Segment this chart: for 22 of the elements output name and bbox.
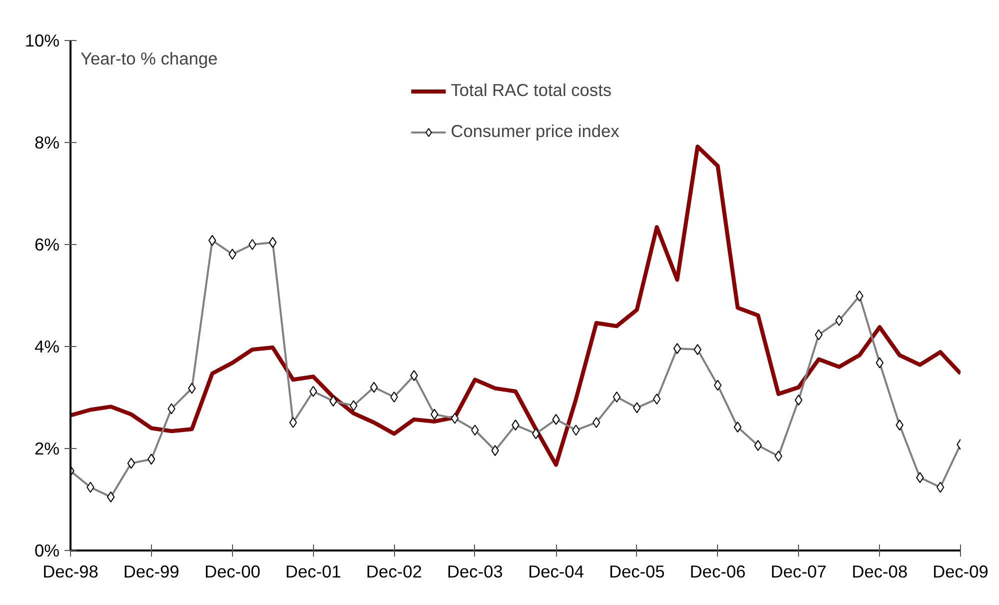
x-tick-label: Dec-09 xyxy=(932,562,988,582)
x-tick-label: Dec-98 xyxy=(42,562,98,582)
y-tick-label: 8% xyxy=(34,132,60,152)
y-tick-label: 10% xyxy=(24,30,60,50)
legend-label: Consumer price index xyxy=(450,121,620,142)
y-tick-label: 6% xyxy=(34,234,60,254)
x-tick-label: Dec-06 xyxy=(690,562,746,582)
y-tick-label: 0% xyxy=(34,540,60,560)
y-tick-label: 4% xyxy=(34,336,60,356)
y-tick-label: 2% xyxy=(34,438,60,458)
x-tick-label: Dec-05 xyxy=(608,562,665,582)
x-tick-label: Dec-01 xyxy=(285,562,342,582)
x-tick-label: Dec-99 xyxy=(123,562,180,582)
x-tick-label: Dec-02 xyxy=(366,562,422,582)
line-series xyxy=(70,144,960,467)
x-tick-label: Dec-00 xyxy=(204,562,260,582)
x-tick-label: Dec-07 xyxy=(770,562,827,582)
x-tick-label: Dec-08 xyxy=(852,562,908,582)
x-tick-label: Dec-03 xyxy=(447,562,503,582)
legend-label: Total RAC total costs xyxy=(450,80,612,101)
x-tick-label: Dec-04 xyxy=(528,562,584,582)
y-axis-title: Year-to % change xyxy=(80,48,218,68)
